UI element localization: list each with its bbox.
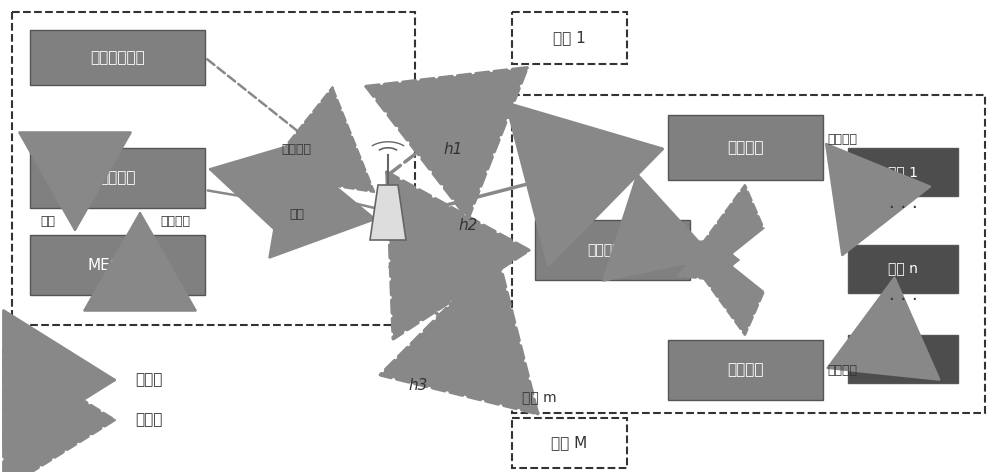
Text: 数据流: 数据流	[135, 372, 162, 388]
Text: 任务 n: 任务 n	[888, 262, 918, 276]
Text: 输入字节: 输入字节	[827, 133, 857, 146]
Bar	[535, 220, 690, 280]
Bar	[30, 148, 205, 208]
Polygon shape	[370, 185, 406, 240]
Text: 用户 1: 用户 1	[553, 31, 586, 45]
Text: h1: h1	[443, 143, 462, 158]
Bar	[12, 12, 415, 325]
Text: 通信单元: 通信单元	[99, 170, 136, 185]
Bar	[512, 95, 985, 413]
Text: 用户 m: 用户 m	[522, 391, 557, 405]
Text: 计算单元: 计算单元	[727, 362, 764, 378]
Text: 输入字节: 输入字节	[827, 363, 857, 377]
Bar	[512, 12, 627, 64]
Bar	[848, 245, 958, 293]
Text: 任务 1: 任务 1	[888, 165, 918, 179]
Text: 结果: 结果	[40, 215, 56, 228]
Bar	[30, 30, 205, 85]
Text: 结果: 结果	[289, 208, 304, 221]
Text: 能量传输单元: 能量传输单元	[90, 50, 145, 65]
Text: 能量流: 能量流	[135, 413, 162, 428]
Text: 用户 M: 用户 M	[551, 436, 588, 450]
Text: h3: h3	[408, 378, 427, 393]
Bar	[848, 148, 958, 196]
Bar	[718, 238, 760, 280]
Bar	[848, 335, 958, 383]
Bar	[30, 235, 205, 295]
Text: 计算任务: 计算任务	[282, 143, 312, 156]
Text: h2: h2	[458, 218, 478, 233]
Bar	[668, 115, 823, 180]
Text: 能量收集单元: 能量收集单元	[587, 243, 638, 257]
Text: · · ·: · · ·	[889, 199, 917, 217]
Text: 计算任务: 计算任务	[160, 215, 190, 228]
Text: · · ·: · · ·	[889, 291, 917, 309]
Bar	[668, 340, 823, 400]
Bar	[512, 418, 627, 468]
Text: MEC服务器: MEC服务器	[87, 258, 148, 272]
Text: 任务 N: 任务 N	[887, 352, 919, 366]
Text: 通信单元: 通信单元	[727, 140, 764, 155]
